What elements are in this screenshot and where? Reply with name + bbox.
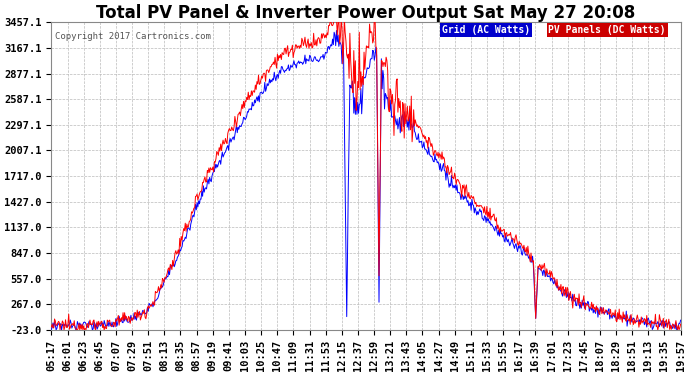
- Text: Copyright 2017 Cartronics.com: Copyright 2017 Cartronics.com: [55, 32, 210, 40]
- Text: PV Panels (DC Watts): PV Panels (DC Watts): [549, 26, 666, 35]
- Text: Grid (AC Watts): Grid (AC Watts): [442, 26, 530, 36]
- Title: Total PV Panel & Inverter Power Output Sat May 27 20:08: Total PV Panel & Inverter Power Output S…: [97, 4, 635, 22]
